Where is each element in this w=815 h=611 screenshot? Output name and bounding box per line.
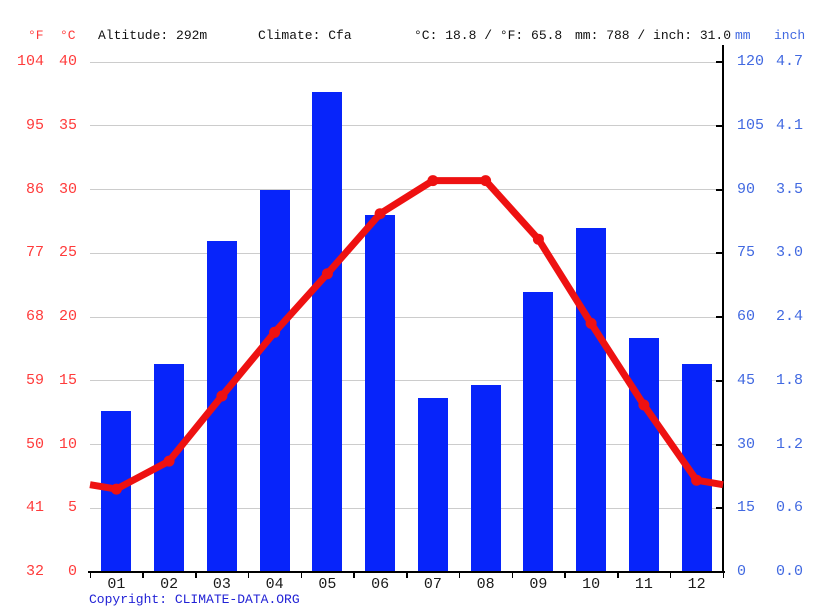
celsius-tick-label: 40 — [58, 53, 77, 70]
mm-tick-label: 0 — [737, 563, 747, 580]
mm-tick-label: 45 — [737, 371, 756, 389]
climate-label: Climate: Cfa — [258, 28, 352, 43]
month-label-04: 04 — [265, 576, 284, 593]
fahrenheit-tick-label: 104 — [16, 53, 44, 70]
gridline — [90, 316, 723, 318]
celsius-axis-title: °C — [60, 28, 76, 43]
temperature-point-08 — [480, 175, 492, 187]
bottom-axis-tick — [564, 572, 566, 578]
bottom-axis-tick — [406, 572, 408, 578]
month-label-02: 02 — [160, 576, 179, 593]
precipitation-bar-10 — [576, 227, 607, 572]
altitude-label: Altitude: 292m — [98, 28, 208, 43]
gridline — [90, 189, 723, 190]
precipitation-bar-11 — [628, 338, 659, 572]
mm-tick-label: 105 — [737, 116, 765, 134]
month-label-05: 05 — [318, 576, 337, 593]
inch-tick-label: 4.7 — [776, 53, 804, 70]
celsius-tick-label: 30 — [58, 180, 77, 198]
fahrenheit-tick-label: 59 — [25, 371, 44, 389]
month-label-01: 01 — [107, 576, 126, 593]
inch-tick-label: 1.2 — [776, 435, 804, 453]
celsius-tick-label: 10 — [58, 435, 77, 453]
bottom-axis-tick — [247, 572, 250, 578]
fahrenheit-axis-title: °F — [28, 28, 44, 43]
precipitation-summary: mm: 788 / inch: 31.0 — [575, 28, 732, 43]
right-axis-line — [722, 45, 724, 573]
precipitation-bar-05 — [312, 91, 343, 572]
mm-tick-label: 90 — [737, 180, 756, 198]
fahrenheit-tick-label: 50 — [25, 435, 44, 453]
celsius-tick-label: 0 — [67, 563, 77, 580]
month-label-11: 11 — [634, 576, 653, 593]
month-label-08: 08 — [476, 576, 495, 593]
gridline — [90, 61, 723, 63]
mm-tick-label: 30 — [737, 435, 756, 453]
gridline — [90, 252, 723, 254]
right-axis-tick — [716, 61, 723, 63]
copyright-label: Copyright: — [89, 592, 175, 607]
fahrenheit-tick-label: 95 — [25, 116, 44, 134]
mm-axis-title: mm — [735, 28, 751, 43]
month-label-03: 03 — [212, 576, 231, 593]
bottom-axis-tick — [142, 572, 144, 578]
bottom-axis-tick — [195, 572, 197, 578]
bottom-axis-line — [88, 571, 725, 573]
month-label-10: 10 — [582, 576, 601, 593]
bottom-axis-tick — [300, 572, 302, 578]
inch-tick-label: 1.8 — [776, 371, 804, 389]
temperature-point-09 — [532, 233, 544, 245]
month-label-09: 09 — [529, 576, 548, 593]
celsius-tick-label: 35 — [58, 116, 77, 134]
celsius-tick-label: 25 — [58, 244, 77, 262]
precipitation-bar-08 — [470, 385, 501, 572]
fahrenheit-tick-label: 41 — [25, 499, 44, 517]
mm-tick-label: 15 — [737, 499, 756, 517]
celsius-tick-label: 5 — [67, 499, 77, 517]
precipitation-bar-12 — [681, 363, 712, 572]
bottom-axis-tick — [617, 572, 619, 578]
fahrenheit-tick-label: 68 — [25, 308, 44, 325]
inch-tick-label: 4.1 — [776, 116, 804, 134]
inch-axis-title: inch — [774, 28, 806, 43]
inch-tick-label: 0.6 — [776, 499, 804, 517]
fahrenheit-tick-label: 77 — [25, 244, 44, 262]
right-axis-tick — [716, 124, 723, 127]
month-label-06: 06 — [371, 576, 390, 593]
bottom-axis-tick — [669, 572, 672, 578]
celsius-tick-label: 15 — [58, 371, 77, 389]
celsius-tick-label: 20 — [58, 308, 77, 325]
precipitation-bar-03 — [206, 240, 237, 572]
precipitation-bar-06 — [365, 215, 396, 572]
copyright-link[interactable]: CLIMATE-DATA.ORG — [174, 592, 300, 607]
month-label-12: 12 — [687, 576, 706, 593]
precipitation-bar-09 — [523, 291, 554, 572]
bottom-axis-tick — [353, 572, 355, 578]
mm-tick-label: 120 — [737, 53, 765, 70]
gridline — [90, 125, 723, 127]
precipitation-bar-07 — [417, 397, 448, 572]
mm-tick-label: 60 — [737, 308, 756, 325]
bottom-axis-tick — [511, 572, 513, 578]
copyright: Copyright: CLIMATE-DATA.ORG — [89, 592, 300, 608]
inch-tick-label: 3.5 — [776, 180, 804, 198]
precipitation-bar-02 — [154, 363, 185, 572]
inch-tick-label: 0.0 — [776, 563, 804, 580]
mm-tick-label: 75 — [737, 244, 756, 262]
gridline — [90, 507, 723, 509]
right-axis-tick — [716, 507, 723, 510]
precipitation-bar-04 — [259, 189, 290, 572]
temperature-point-07 — [427, 175, 439, 187]
inch-tick-label: 3.0 — [776, 244, 804, 262]
bottom-axis-tick — [722, 572, 724, 578]
precipitation-bar-01 — [101, 410, 132, 572]
temperature-summary: °C: 18.8 / °F: 65.8 — [414, 28, 563, 43]
fahrenheit-tick-label: 32 — [25, 563, 44, 580]
inch-tick-label: 2.4 — [776, 308, 804, 325]
bottom-axis-tick — [458, 572, 461, 578]
month-label-07: 07 — [423, 576, 442, 593]
bottom-axis-tick — [89, 572, 91, 578]
fahrenheit-tick-label: 86 — [25, 180, 44, 198]
